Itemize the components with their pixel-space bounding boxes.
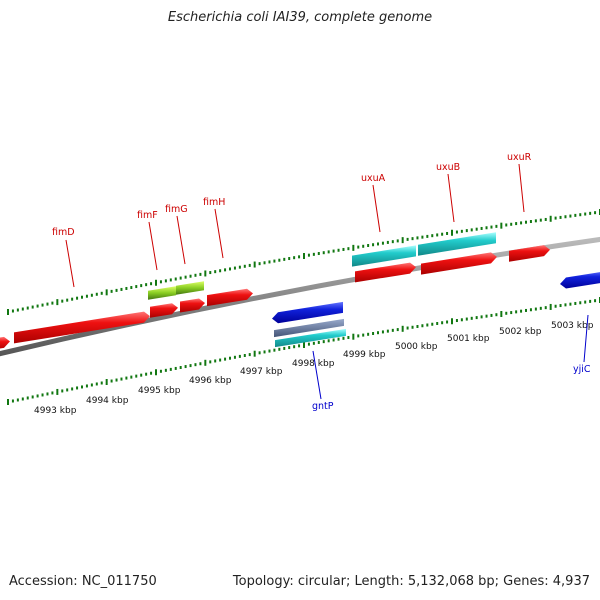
- gene-label-fimh[interactable]: fimH: [203, 197, 225, 208]
- gene-leader-line: [312, 350, 322, 400]
- gene-feature-other[interactable]: [274, 318, 344, 338]
- gene-leader-line: [214, 208, 224, 259]
- page-title: Escherichia coli IAI39, complete genome: [167, 10, 433, 25]
- gene-feature-forward[interactable]: [207, 288, 253, 307]
- gene-label-uxur[interactable]: uxuR: [507, 152, 532, 163]
- gene-leader-line: [65, 239, 75, 288]
- gene-label-fimf[interactable]: fimF: [137, 210, 158, 221]
- kbp-scale-labels: 4993 kbp 4994 kbp 4995 kbp 4996 kbp 4997 kbp…: [34, 321, 594, 416]
- gene-leader-line: [447, 173, 455, 223]
- gene-label-gntp[interactable]: gntP: [312, 401, 334, 412]
- kbp-label: 4998 kbp: [292, 359, 335, 369]
- gene-leader-line: [176, 215, 186, 265]
- gene-feature-forward[interactable]: [150, 303, 178, 318]
- genome-summary-text: Topology: circular; Length: 5,132,068 bp…: [232, 574, 590, 589]
- gene-leader-line: [518, 163, 525, 213]
- gene-leader-line: [148, 221, 158, 271]
- gene-label-uxub[interactable]: uxuB: [436, 162, 460, 173]
- gene-feature-alt[interactable]: [176, 281, 204, 295]
- accession-text: Accession: NC_011750: [9, 574, 157, 589]
- kbp-label: 4995 kbp: [138, 386, 181, 396]
- gene-label-yjic[interactable]: yjiC: [573, 364, 591, 375]
- gene-feature-rna[interactable]: [352, 245, 416, 267]
- kbp-label: 5000 kbp: [395, 342, 438, 352]
- gene-label-fimd[interactable]: fimD: [52, 227, 75, 238]
- gene-label-fimg[interactable]: fimG: [165, 204, 188, 215]
- kbp-label: 5001 kbp: [447, 334, 490, 344]
- gene-leader-line: [372, 184, 381, 233]
- gene-feature-forward[interactable]: [421, 252, 497, 275]
- gene-feature-forward[interactable]: [14, 311, 150, 344]
- kbp-label: 4993 kbp: [34, 406, 77, 416]
- kbp-label: 5003 kbp: [551, 321, 594, 331]
- gene-feature-rna[interactable]: [418, 232, 496, 256]
- gene-feature-reverse[interactable]: [560, 271, 600, 289]
- gene-features[interactable]: [0, 232, 600, 350]
- reverse-scale-ticks: [7, 297, 600, 405]
- gene-feature-forward[interactable]: [180, 298, 205, 313]
- gene-feature-forward[interactable]: [0, 336, 10, 350]
- kbp-label: 5002 kbp: [499, 327, 542, 337]
- gene-feature-rna[interactable]: [275, 328, 346, 348]
- gene-feature-forward[interactable]: [509, 245, 550, 262]
- forward-scale-ticks: [7, 209, 600, 315]
- kbp-label: 4997 kbp: [240, 367, 283, 377]
- gene-feature-alt[interactable]: [148, 286, 176, 300]
- kbp-label: 4999 kbp: [343, 350, 386, 360]
- kbp-label: 4996 kbp: [189, 376, 232, 386]
- kbp-label: 4994 kbp: [86, 396, 129, 406]
- gene-leader-line: [583, 314, 589, 363]
- gene-label-uxua[interactable]: uxuA: [361, 173, 386, 184]
- gene-feature-forward[interactable]: [355, 262, 416, 283]
- gene-labels[interactable]: fimD fimF fimG fimH uxuA uxuB uxuR gntP yjiC: [52, 152, 591, 412]
- gene-feature-reverse[interactable]: [272, 301, 343, 324]
